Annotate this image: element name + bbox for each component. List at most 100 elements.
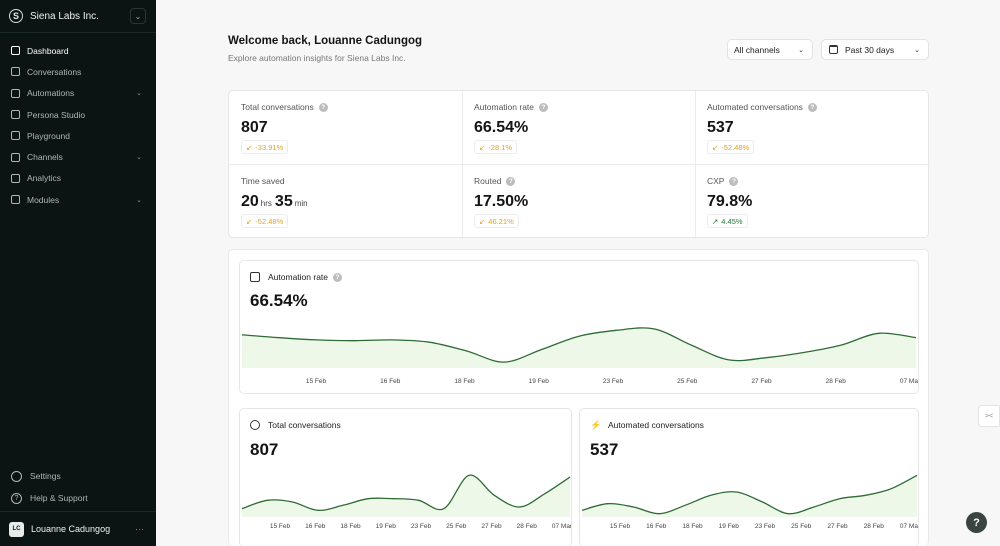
sidebar-item-dashboard[interactable]: Dashboard bbox=[0, 40, 156, 61]
flask-icon bbox=[11, 131, 20, 141]
divider bbox=[695, 91, 696, 239]
x-tick-label: 28 Feb bbox=[517, 523, 538, 530]
x-tick-label: 18 Feb bbox=[682, 523, 703, 530]
card-title-label: Automated conversations bbox=[608, 420, 704, 430]
x-tick-label: 19 Feb bbox=[376, 523, 397, 530]
chat-icon bbox=[250, 420, 260, 430]
metric-label-wrap: CXP? bbox=[707, 176, 739, 186]
sidebar-item-playground[interactable]: Playground bbox=[0, 125, 156, 146]
arrow-down-left-icon: ↙ bbox=[479, 216, 486, 226]
more-icon[interactable]: ··· bbox=[135, 524, 144, 534]
change-badge: ↙ -52.48% bbox=[707, 140, 755, 154]
date-range-dropdown[interactable]: Past 30 days ⌄ bbox=[821, 39, 929, 60]
change-value: -52.48% bbox=[255, 216, 284, 226]
channels-icon bbox=[11, 152, 20, 162]
card-title: Automation rate ? bbox=[250, 272, 343, 282]
avatar: LC bbox=[9, 521, 24, 537]
x-tick-label: 27 Feb bbox=[751, 378, 772, 385]
channel-filter-value: All channels bbox=[734, 44, 780, 55]
metric-routed: Routed? 17.50% ↙ 46.21% bbox=[462, 165, 695, 239]
change-value: 4.45% bbox=[721, 216, 743, 226]
card-value: 537 bbox=[590, 440, 619, 459]
help-icon[interactable]: ? bbox=[539, 102, 549, 112]
x-tick-label: 18 Feb bbox=[340, 523, 361, 530]
x-tick-label: 23 Feb bbox=[411, 523, 432, 530]
chevron-down-icon: ⌄ bbox=[798, 46, 804, 54]
series-area bbox=[242, 475, 570, 517]
help-icon[interactable]: ? bbox=[729, 176, 739, 186]
chart-icon bbox=[250, 272, 260, 282]
sidebar-item-channels[interactable]: Channels ⌄ bbox=[0, 146, 156, 167]
metrics-grid: Total conversations? 807 ↙ -33.91% Automa… bbox=[228, 90, 930, 239]
sidebar-item-label: Playground bbox=[27, 130, 71, 141]
automation-rate-card: Automation rate ? 66.54% 15 Feb 16 Feb 18 … bbox=[239, 260, 919, 394]
metric-value: 20 hrs 35 min bbox=[241, 193, 311, 211]
series-area bbox=[242, 327, 916, 368]
arrow-down-left-icon: ↙ bbox=[246, 216, 253, 226]
metric-label-wrap: Automated conversations? bbox=[707, 102, 817, 112]
x-tick-label: 15 Feb bbox=[610, 523, 631, 530]
automated-conversations-chart: 15 Feb 16 Feb 18 Feb 19 Feb 23 Feb 25 Feb 27 F… bbox=[581, 474, 918, 530]
card-title-label: Total conversations bbox=[268, 420, 341, 430]
sidebar-item-analytics[interactable]: Analytics bbox=[0, 168, 156, 189]
x-tick-label: 16 Feb bbox=[305, 523, 326, 530]
arrow-down-left-icon: ↙ bbox=[712, 142, 719, 152]
help-icon[interactable]: ? bbox=[506, 176, 516, 186]
x-tick-label: 19 Feb bbox=[719, 523, 740, 530]
chevron-down-icon: ⌄ bbox=[136, 196, 142, 204]
user-menu[interactable]: LC Louanne Cadungog ··· bbox=[0, 511, 156, 546]
automation-rate-chart: 15 Feb 16 Feb 18 Feb 19 Feb 23 Feb 25 Feb 27 F… bbox=[241, 327, 918, 385]
sidebar-item-label: Analytics bbox=[27, 173, 62, 184]
minutes-value: 35 bbox=[274, 193, 293, 210]
page-subtitle: Explore automation insights for Siena La… bbox=[228, 53, 406, 63]
channel-filter-dropdown[interactable]: All channels ⌄ bbox=[727, 39, 813, 60]
chevron-down-icon[interactable]: ⌄ bbox=[130, 8, 146, 24]
hours-value: 20 bbox=[241, 193, 259, 210]
sidebar-item-modules[interactable]: Modules ⌄ bbox=[0, 189, 156, 210]
change-value: -33.91% bbox=[255, 142, 284, 152]
help-icon[interactable]: ? bbox=[807, 102, 817, 112]
metric-time-saved: Time saved 20 hrs 35 min ↙ -52.48% bbox=[229, 165, 462, 239]
arrow-down-left-icon: ↙ bbox=[479, 142, 486, 152]
sidebar-item-conversations[interactable]: Conversations bbox=[0, 61, 156, 82]
x-tick-label: 23 Feb bbox=[755, 523, 776, 530]
settings-label: Settings bbox=[30, 471, 61, 481]
analytics-icon bbox=[11, 173, 20, 183]
sidebar-item-persona-studio[interactable]: Persona Studio bbox=[0, 104, 156, 125]
card-value: 807 bbox=[250, 440, 279, 459]
change-value: -28.1% bbox=[488, 142, 513, 152]
divider bbox=[229, 164, 930, 165]
org-switcher[interactable]: S Siena Labs Inc. ⌄ bbox=[0, 0, 156, 33]
sidebar-nav: Dashboard Conversations Automations ⌄ Pe… bbox=[0, 40, 156, 210]
help-icon[interactable]: ? bbox=[333, 272, 343, 282]
change-badge: ↙ -52.48% bbox=[241, 214, 289, 228]
help-support-link[interactable]: ? Help & Support bbox=[0, 487, 156, 509]
help-icon[interactable]: ? bbox=[318, 102, 328, 112]
chevron-down-icon: ⌄ bbox=[136, 90, 142, 98]
chevron-down-icon: ⌄ bbox=[136, 154, 142, 162]
metric-label: CXP bbox=[707, 176, 725, 186]
x-tick-label: 25 Feb bbox=[677, 378, 698, 385]
metric-label-wrap: Automation rate? bbox=[474, 102, 549, 112]
sidebar-item-automations[interactable]: Automations ⌄ bbox=[0, 83, 156, 104]
panel-toggle-icon[interactable]: >< bbox=[978, 405, 1000, 427]
metric-label-wrap: Total conversations? bbox=[241, 102, 328, 112]
modules-icon bbox=[11, 195, 20, 205]
help-chat-button[interactable]: ? bbox=[966, 512, 987, 533]
chevron-down-icon: ⌄ bbox=[914, 46, 920, 54]
date-range-value: Past 30 days bbox=[845, 44, 895, 55]
settings-link[interactable]: Settings bbox=[0, 465, 156, 487]
x-tick-label: 23 Feb bbox=[603, 378, 624, 385]
x-tick-label: 25 Feb bbox=[791, 523, 812, 530]
charts-panel: Automation rate ? 66.54% 15 Feb 16 Feb 18 … bbox=[228, 249, 929, 546]
automated-conversations-card: ⚡ Automated conversations 537 15 Feb 16 F… bbox=[579, 408, 919, 546]
inbox-icon bbox=[11, 67, 20, 77]
arrow-up-right-icon: ↗ bbox=[712, 216, 719, 226]
sidebar-item-label: Automations bbox=[27, 88, 75, 99]
change-badge: ↙ -33.91% bbox=[241, 140, 289, 154]
change-badge: ↙ 46.21% bbox=[474, 214, 519, 228]
sidebar-item-label: Dashboard bbox=[27, 45, 69, 56]
gear-icon bbox=[11, 470, 22, 482]
change-value: -52.48% bbox=[721, 142, 750, 152]
series-line bbox=[241, 327, 917, 363]
